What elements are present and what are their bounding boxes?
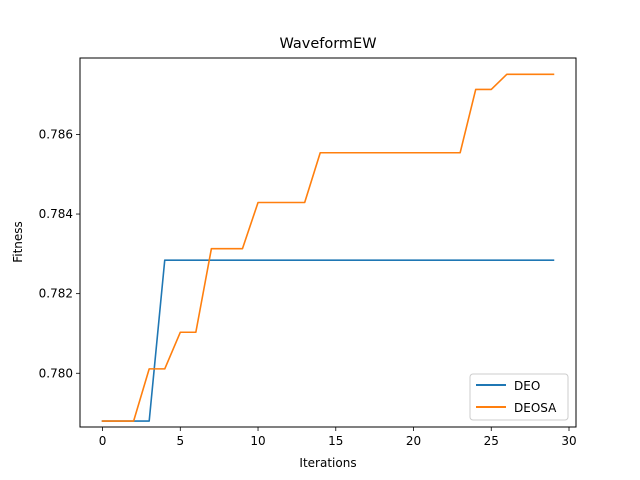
x-tick-label: 15 [328, 434, 343, 448]
series-line-deosa [101, 73, 555, 422]
y-tick-label: 0.786 [39, 127, 73, 141]
x-tick-label: 10 [250, 434, 265, 448]
y-axis-label: Fitness [11, 221, 25, 263]
x-tick-label: 25 [484, 434, 499, 448]
legend-label-deosa: DEOSA [514, 401, 557, 415]
series-line-deo [101, 259, 555, 422]
tick-layer: 0 5 10 15 20 25 30 0.780 0.782 0.784 0.786 [39, 127, 577, 448]
plot-frame [79, 57, 577, 428]
x-tick-label: 5 [176, 434, 184, 448]
chart-title: WaveformEW [279, 36, 376, 52]
x-tick-label: 30 [561, 434, 576, 448]
x-tick-label: 0 [99, 434, 107, 448]
x-axis-label: Iterations [299, 456, 356, 470]
x-tick-label: 20 [406, 434, 421, 448]
legend: DEO DEOSA [469, 373, 569, 421]
y-tick-label: 0.784 [39, 207, 73, 221]
y-tick-label: 0.782 [39, 287, 73, 301]
legend-label-deo: DEO [514, 379, 540, 393]
series-layer [101, 73, 555, 422]
y-tick-label: 0.780 [39, 366, 73, 380]
